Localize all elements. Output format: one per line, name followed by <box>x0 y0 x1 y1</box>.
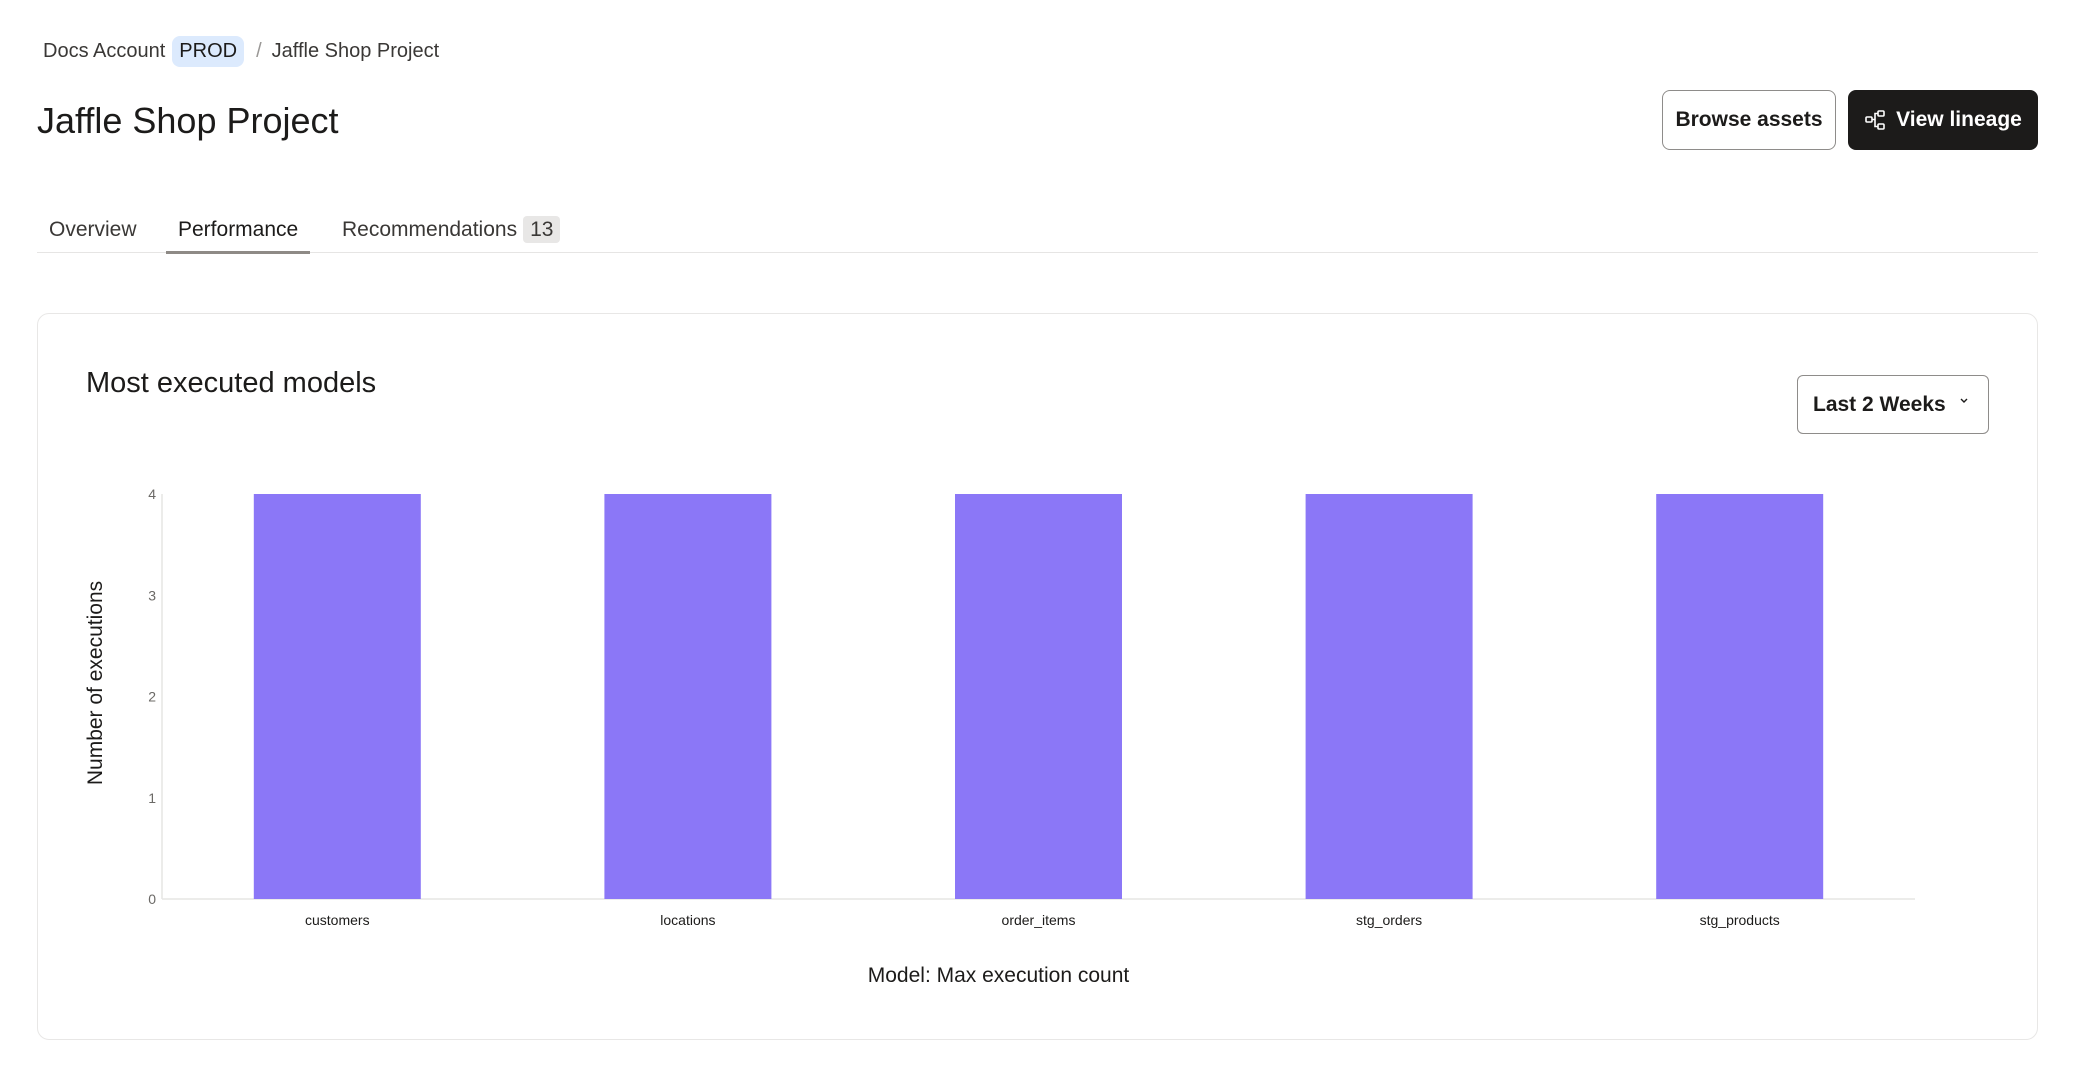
y-tick-label: 4 <box>148 486 156 502</box>
x-tick-label: stg_products <box>1700 912 1780 928</box>
most-executed-card: Most executed models Last 2 Weeks <box>37 313 2038 1040</box>
y-tick-label: 2 <box>148 689 156 705</box>
tab-bar: Overview Performance Recommendations 13 <box>37 210 2038 254</box>
tab-label: Recommendations <box>342 218 518 241</box>
page-title: Jaffle Shop Project <box>37 100 339 141</box>
view-lineage-label: View lineage <box>1896 108 2022 131</box>
y-tick-label: 0 <box>148 891 156 907</box>
x-axis-title: Model: Max execution count <box>868 964 1130 987</box>
bar[interactable] <box>253 494 421 899</box>
breadcrumb-account[interactable]: Docs Account <box>43 40 166 62</box>
x-tick-label: order_items <box>1002 912 1076 928</box>
x-tick-label: customers <box>305 912 370 928</box>
bar[interactable] <box>604 494 772 899</box>
env-badge: PROD <box>172 36 245 67</box>
bar[interactable] <box>1305 494 1473 899</box>
y-tick-label: 1 <box>148 790 156 806</box>
browse-assets-button[interactable]: Browse assets <box>1662 90 1836 150</box>
breadcrumb-project[interactable]: Jaffle Shop Project <box>271 40 440 62</box>
tab-label: Overview <box>49 218 137 241</box>
breadcrumb-separator: / <box>256 40 262 62</box>
tab-label: Performance <box>178 218 299 241</box>
view-lineage-button[interactable]: View lineage <box>1848 90 2038 150</box>
range-select-value: Last 2 Weeks <box>1813 392 1946 416</box>
recommendations-count: 13 <box>523 216 561 243</box>
tab-performance[interactable]: Performance <box>166 218 311 254</box>
card-title: Most executed models <box>86 367 377 399</box>
breadcrumb: Docs Account PROD / Jaffle Shop Project <box>43 36 439 67</box>
bar[interactable] <box>955 494 1122 899</box>
browse-assets-label: Browse assets <box>1675 108 1823 131</box>
tab-recommendations[interactable]: Recommendations 13 <box>330 216 572 251</box>
chevron-down-icon <box>1960 398 1968 403</box>
x-tick-label: locations <box>660 912 715 928</box>
y-tick-label: 3 <box>148 587 156 603</box>
x-tick-label: stg_orders <box>1356 912 1422 928</box>
lineage-icon <box>1865 110 1885 130</box>
range-select[interactable]: Last 2 Weeks <box>1797 375 1989 434</box>
bar[interactable] <box>1656 494 1824 899</box>
y-axis-title: Number of executions <box>84 581 107 785</box>
tab-overview[interactable]: Overview <box>37 218 149 251</box>
